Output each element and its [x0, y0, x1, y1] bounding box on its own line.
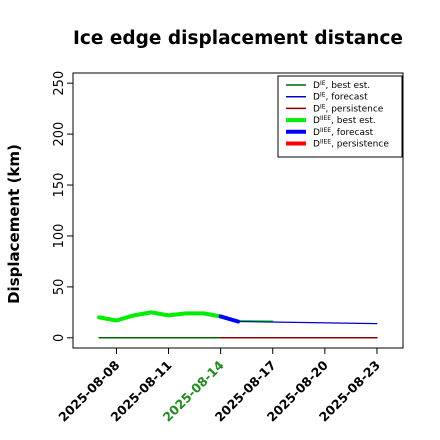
y-tick-label: 0	[52, 334, 67, 342]
y-axis: 0 50 100 150 200 250	[52, 71, 73, 342]
chart-title: Ice edge displacement distance	[73, 28, 403, 49]
y-tick-label: 150	[52, 173, 67, 198]
legend-label: DIE, best est.	[313, 80, 370, 91]
legend-label: DIIEE, best est.	[313, 115, 376, 126]
series-line-iiee-forecast-thin	[237, 320, 378, 325]
series-line-iiee-best-thin	[237, 319, 274, 322]
y-axis-label: Displacement (km)	[5, 144, 23, 304]
y-tick-label: 250	[52, 71, 67, 96]
legend-label: DIE, forecast	[313, 92, 368, 103]
legend-label: DIIEE, forecast	[313, 127, 374, 138]
series-line-iiee-best	[97, 310, 223, 323]
y-tick-label: 100	[52, 224, 67, 249]
legend-label: DIIEE, persistence	[313, 139, 389, 150]
x-axis: 2025-08-082025-08-112025-08-142025-08-17…	[55, 348, 383, 425]
y-tick-label: 200	[52, 122, 67, 147]
series-layer	[97, 310, 378, 339]
legend-label: DIE, persistence	[313, 103, 384, 114]
plot-frame	[72, 72, 404, 349]
y-tick-label: 50	[52, 279, 67, 296]
series-line-iiee-forecast	[218, 314, 240, 324]
legend-box	[277, 75, 403, 158]
